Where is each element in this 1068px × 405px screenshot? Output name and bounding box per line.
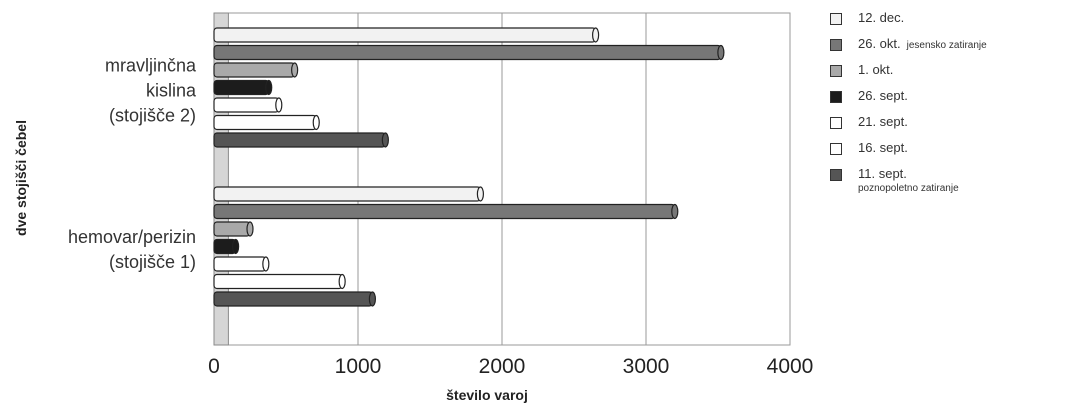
legend-item-6: 11. sept. poznopoletno zatiranje — [830, 166, 1066, 206]
category-label-1-1: (stojišče 1) — [109, 252, 196, 272]
bar-cap-0-4 — [275, 97, 283, 113]
legend: 12. dec. 26. okt. jesensko zatiranje 1. o… — [830, 10, 1066, 206]
bar-0-4 — [213, 97, 280, 113]
legend-swatch-5 — [830, 143, 842, 155]
bar-cap-0-0 — [591, 27, 600, 43]
legend-label-6: 11. sept. — [858, 166, 907, 181]
bar-cap-1-2 — [246, 221, 254, 237]
bar-cap-1-6 — [368, 291, 376, 307]
bar-0-0 — [213, 27, 597, 43]
bar-cap-1-0 — [476, 186, 484, 202]
legend-label-1: 26. okt. — [858, 36, 901, 51]
category-label-0-0: mravljinčna — [105, 55, 197, 75]
legend-label-5: 16. sept. — [858, 140, 908, 155]
bar-1-6 — [213, 291, 373, 307]
bar-cap-0-1 — [717, 44, 725, 61]
bar-0-3 — [213, 79, 270, 96]
x-axis-label: število varoj — [446, 387, 528, 403]
legend-swatch-3 — [830, 91, 842, 103]
bar-cap-1-1 — [671, 203, 679, 220]
bar-1-4 — [213, 256, 267, 272]
bar-cap-0-2 — [291, 62, 299, 78]
legend-item-0: 12. dec. — [830, 10, 1066, 36]
category-label-0-1: kislina — [146, 80, 197, 100]
legend-note-6: poznopoletno zatiranje — [858, 183, 959, 194]
bar-0-5 — [213, 114, 317, 131]
bar-1-0 — [213, 186, 481, 202]
bar-cap-1-3 — [232, 238, 240, 255]
legend-item-1: 26. okt. jesensko zatiranje — [830, 36, 1066, 62]
bar-cap-1-5 — [338, 273, 346, 290]
category-label-1-0: hemovar/perizin — [68, 227, 196, 247]
legend-swatch-6 — [830, 169, 842, 181]
bar-1-5 — [213, 273, 343, 290]
x-tick-label-0: 0 — [208, 355, 220, 378]
legend-note-1: jesensko zatiranje — [906, 40, 987, 51]
x-tick-label-2: 2000 — [479, 355, 526, 378]
x-tick-label-3: 3000 — [623, 355, 670, 378]
legend-item-5: 16. sept. — [830, 140, 1066, 166]
legend-label-3: 26. sept. — [858, 88, 908, 103]
bar-cap-1-4 — [262, 256, 270, 272]
y-axis-label: dve stojišči čebel — [13, 120, 29, 236]
category-label-0-2: (stojišče 2) — [109, 105, 196, 125]
bar-cap-0-5 — [312, 114, 320, 131]
legend-item-4: 21. sept. — [830, 114, 1066, 140]
legend-label-2: 1. okt. — [858, 62, 894, 77]
legend-swatch-2 — [830, 65, 842, 77]
bar-cap-0-3 — [265, 79, 273, 96]
x-tick-label-4: 4000 — [767, 355, 814, 378]
legend-item-3: 26. sept. — [830, 88, 1066, 114]
bar-cap-0-6 — [381, 132, 389, 148]
legend-swatch-0 — [830, 13, 842, 25]
bar-0-6 — [213, 132, 386, 148]
bar-0-1 — [213, 44, 722, 61]
legend-label-0: 12. dec. — [858, 10, 905, 25]
legend-swatch-1 — [830, 39, 842, 51]
x-tick-label-1: 1000 — [335, 355, 382, 378]
bar-1-2 — [213, 221, 251, 237]
legend-item-2: 1. okt. — [830, 62, 1066, 88]
bar-1-1 — [213, 203, 676, 220]
bar-0-2 — [213, 62, 296, 78]
legend-swatch-4 — [830, 117, 842, 129]
legend-label-4: 21. sept. — [858, 114, 908, 129]
